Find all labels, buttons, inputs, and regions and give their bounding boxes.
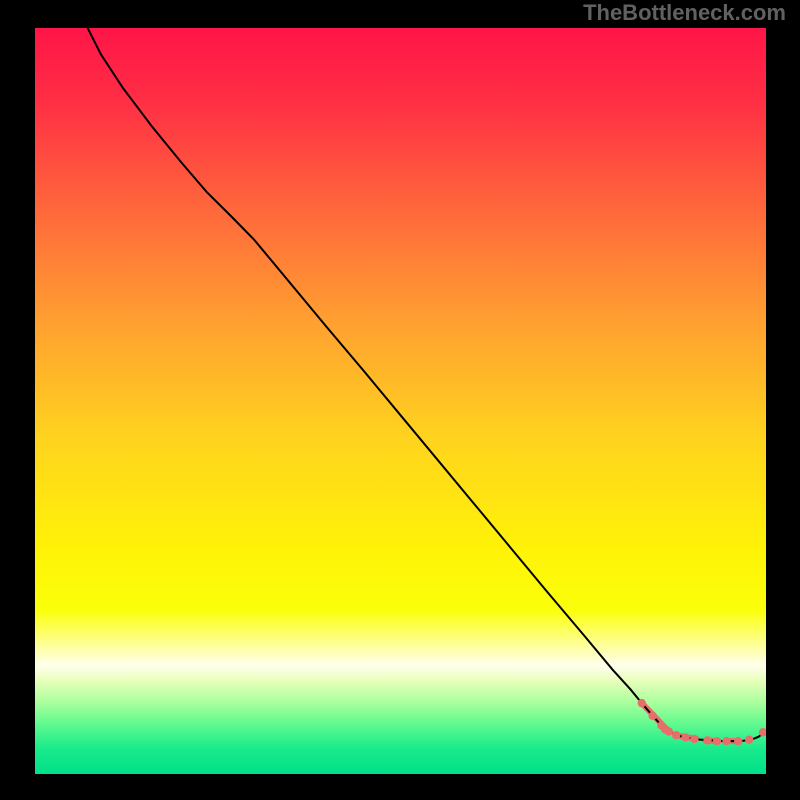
plot-area [35, 28, 766, 774]
marker-connectors [642, 703, 740, 741]
bottleneck-curve [88, 28, 763, 741]
chart-overlay [35, 28, 766, 774]
attribution-text: TheBottleneck.com [583, 0, 786, 26]
